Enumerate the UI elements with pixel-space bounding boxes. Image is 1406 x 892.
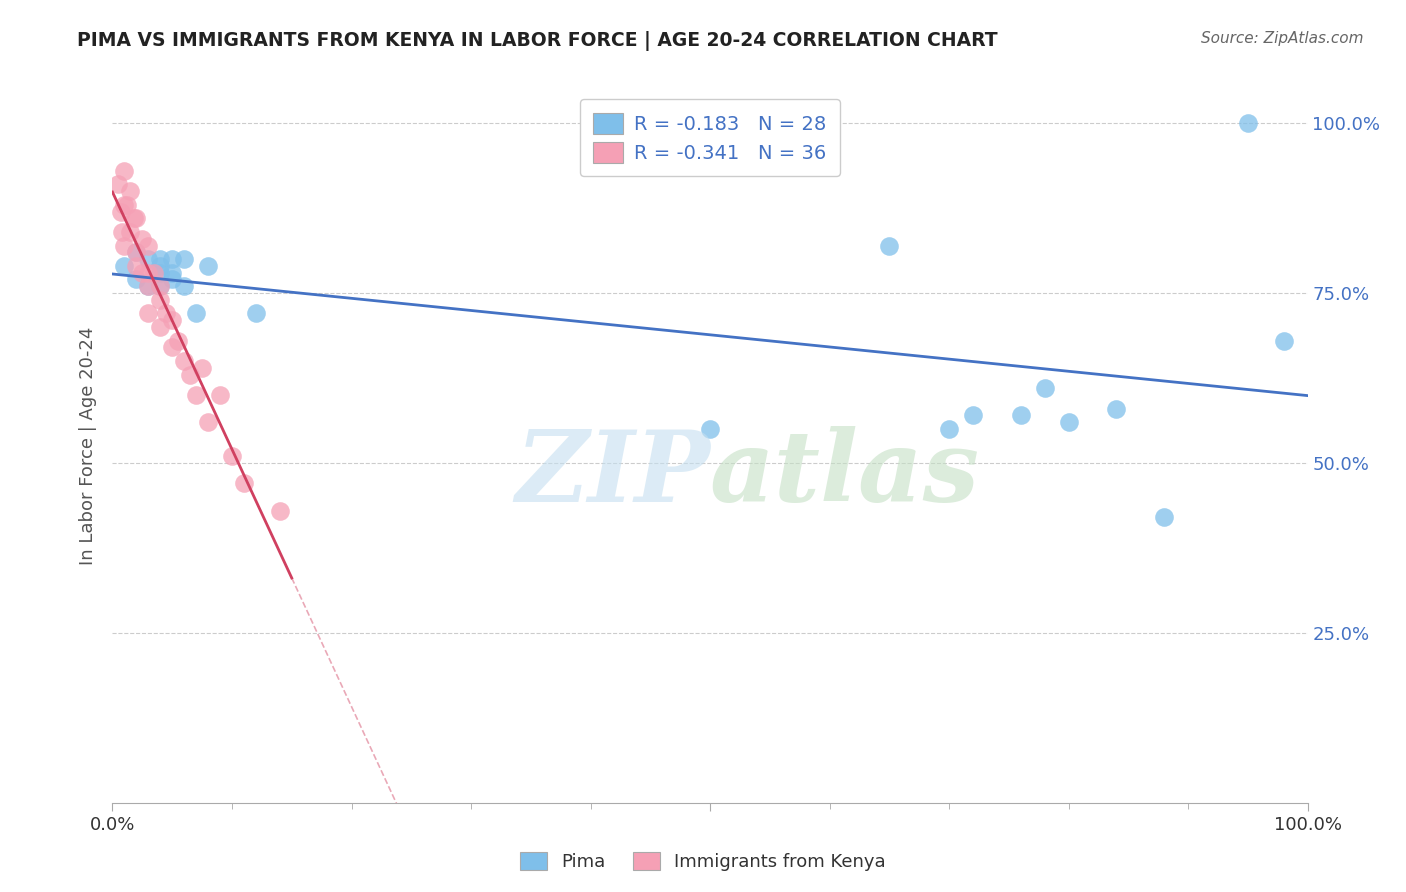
Point [173, 354, 195, 368]
Point [1105, 401, 1128, 416]
Point [179, 368, 201, 382]
Point [221, 449, 243, 463]
Point [114, 238, 135, 252]
Point [114, 163, 135, 178]
Point [107, 178, 129, 192]
Point [138, 252, 160, 266]
Point [186, 306, 208, 320]
Point [125, 245, 148, 260]
Point [186, 388, 208, 402]
Point [699, 422, 721, 436]
Point [149, 293, 172, 307]
Text: PIMA VS IMMIGRANTS FROM KENYA IN LABOR FORCE | AGE 20-24 CORRELATION CHART: PIMA VS IMMIGRANTS FROM KENYA IN LABOR F… [77, 31, 998, 51]
Point [197, 259, 219, 273]
Point [114, 198, 135, 212]
Point [173, 279, 195, 293]
Text: atlas: atlas [710, 426, 980, 523]
Point [197, 415, 219, 429]
Point [125, 259, 148, 273]
Point [120, 184, 142, 198]
Point [114, 259, 135, 273]
Point [149, 266, 172, 280]
Point [125, 272, 148, 286]
Point [173, 252, 195, 266]
Point [120, 225, 142, 239]
Point [149, 259, 172, 273]
Text: Source: ZipAtlas.com: Source: ZipAtlas.com [1201, 31, 1364, 46]
Point [125, 245, 148, 260]
Point [162, 252, 183, 266]
Point [110, 204, 132, 219]
Point [131, 266, 153, 280]
Point [143, 266, 166, 280]
Y-axis label: In Labor Force | Age 20-24: In Labor Force | Age 20-24 [79, 326, 97, 566]
Point [138, 238, 160, 252]
Point [167, 334, 190, 348]
Point [155, 306, 177, 320]
Point [149, 252, 172, 266]
Point [1272, 334, 1295, 348]
Point [191, 360, 214, 375]
Point [1057, 415, 1080, 429]
Point [162, 341, 183, 355]
Point [122, 211, 145, 226]
Point [1033, 381, 1056, 395]
Point [131, 232, 153, 246]
Point [138, 279, 160, 293]
Point [962, 409, 984, 423]
Point [938, 422, 960, 436]
Point [1010, 409, 1032, 423]
Point [125, 211, 148, 226]
Point [162, 313, 183, 327]
Point [162, 272, 183, 286]
Point [138, 306, 160, 320]
Point [245, 306, 267, 320]
Point [209, 388, 232, 402]
Point [149, 279, 172, 293]
Point [149, 320, 172, 334]
Legend: R = -0.183   N = 28, R = -0.341   N = 36: R = -0.183 N = 28, R = -0.341 N = 36 [579, 99, 841, 177]
Point [138, 279, 160, 293]
Point [1237, 116, 1260, 130]
Point [138, 266, 160, 280]
Point [149, 279, 172, 293]
Point [111, 225, 134, 239]
Point [233, 476, 256, 491]
Point [879, 238, 901, 252]
Point [115, 198, 138, 212]
Legend: Pima, Immigrants from Kenya: Pima, Immigrants from Kenya [513, 845, 893, 879]
Point [162, 266, 183, 280]
Point [269, 503, 291, 517]
Text: ZIP: ZIP [515, 426, 710, 523]
Point [1153, 510, 1175, 524]
